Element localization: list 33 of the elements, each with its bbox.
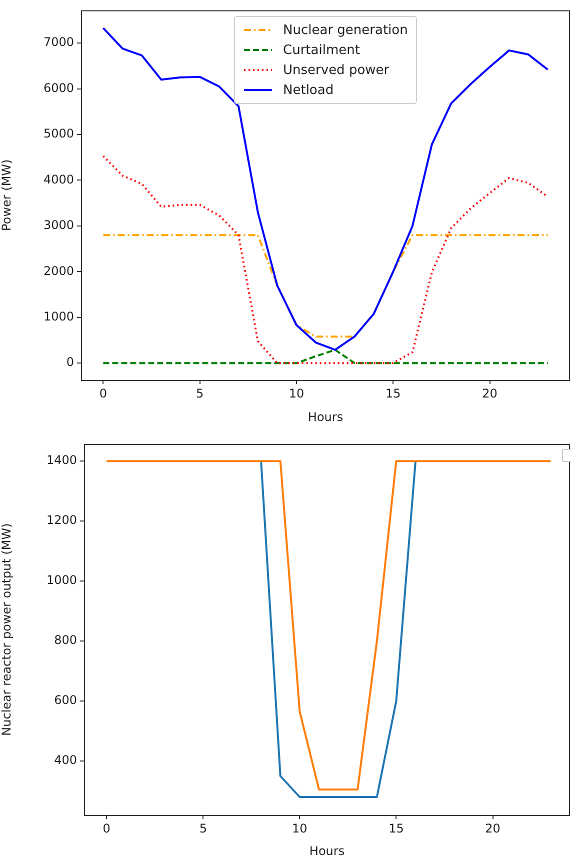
legend-label: Unserved power	[283, 62, 390, 78]
x-tick-label: 10	[288, 386, 304, 400]
x-tick-label: 5	[199, 821, 207, 836]
y-axis-title: Nuclear reactor power output (MW)	[0, 523, 14, 736]
y-tick-label: 1000	[43, 310, 74, 324]
y-tick-label: 1000	[46, 573, 77, 588]
x-tick-label: 0	[102, 821, 110, 836]
y-tick-label: 7000	[43, 35, 74, 50]
y-axis-title: Power (MW)	[0, 159, 14, 231]
y-tick-label: 2000	[43, 264, 74, 278]
x-tick-label: 15	[388, 821, 404, 836]
x-axis-title: Hours	[308, 410, 344, 424]
x-tick-label: 20	[485, 821, 500, 836]
y-tick-label: 1400	[46, 453, 77, 468]
legend-label: Curtailment	[283, 42, 360, 58]
y-tick-label: 800	[54, 633, 77, 648]
y-tick-label: 4000	[43, 172, 74, 186]
x-tick-label: 0	[99, 386, 108, 400]
y-tick-label: 0	[66, 355, 74, 370]
x-axis-title: Hours	[309, 844, 345, 858]
legend-label: Nuclear generation	[283, 22, 408, 38]
y-tick-label: 400	[54, 753, 77, 768]
y-tick-label: 1200	[46, 513, 77, 528]
x-tick-label: 15	[386, 386, 401, 400]
line-series	[102, 155, 549, 364]
y-tick-label: 5000	[43, 126, 74, 141]
y-tick-label: 600	[54, 693, 77, 708]
x-tick-label: 5	[196, 386, 204, 400]
x-tick-label: 10	[292, 821, 308, 836]
x-tick-label: 20	[482, 386, 498, 400]
y-tick-label: 6000	[43, 80, 74, 95]
y-tick-label: 3000	[43, 218, 74, 232]
legend-label: Netload	[283, 82, 334, 98]
